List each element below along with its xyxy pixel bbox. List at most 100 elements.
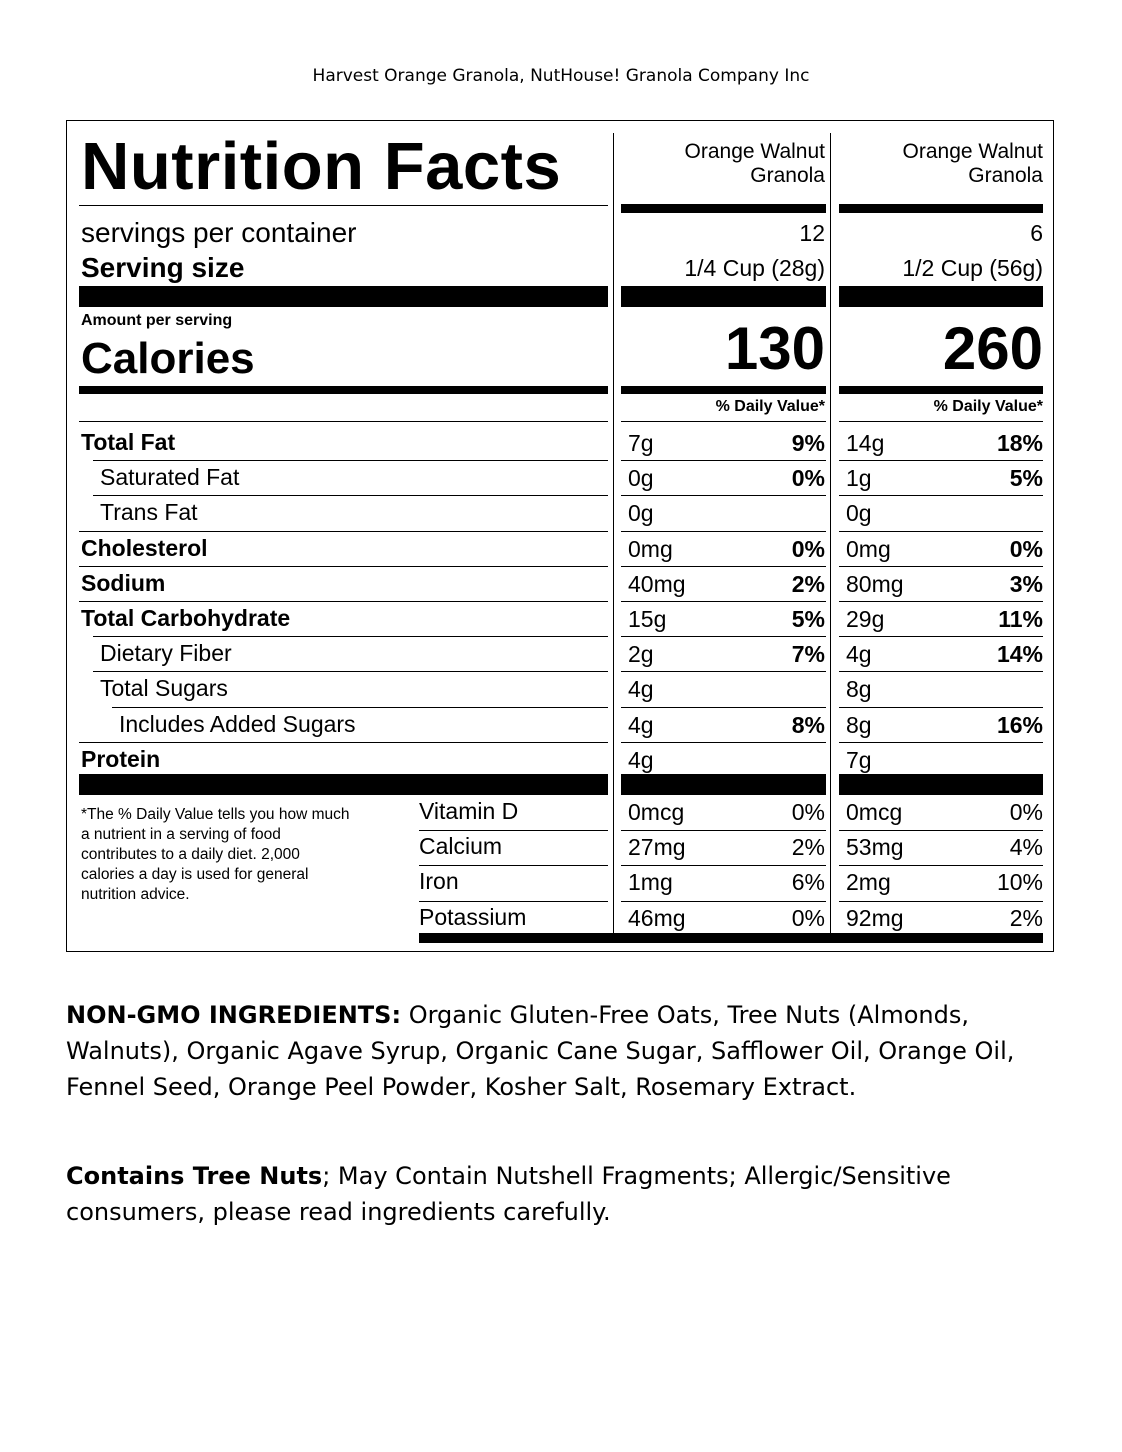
ingredients-text: Organic Gluten-Free Oats, Tree Nuts (Alm… [401,1001,969,1029]
row-divider [79,531,608,532]
column1-daily-value: 0% [791,905,825,931]
row-divider [621,671,826,672]
thick-divider [839,774,1043,795]
column1-daily-value: 0% [791,536,825,562]
row-divider [112,707,608,708]
row-divider [93,495,608,496]
column1-dv-header: % Daily Value* [715,398,825,415]
thick-divider [79,774,608,795]
column2-daily-value: 11% [998,606,1043,632]
divider [79,205,608,206]
row-divider [79,742,608,743]
column2-servings: 6 [1030,220,1043,246]
column2-daily-value: 4% [1009,834,1043,860]
column2-dv-header: % Daily Value* [933,398,1043,415]
column1-daily-value: 7% [791,641,825,667]
row-divider [621,830,826,831]
column1-servings: 12 [799,220,825,246]
row-divider [621,601,826,602]
thick-divider [621,286,826,307]
footnote-line: nutrition advice. [81,886,190,903]
row-divider [621,865,826,866]
ingredients-block: NON-GMO INGREDIENTS: Organic Gluten-Free… [66,997,1026,1105]
column1-daily-value: 9% [791,430,825,456]
nutrient-label: Total Fat [81,429,176,455]
nutrient-label: Saturated Fat [100,464,240,490]
row-divider [839,531,1043,532]
column2-daily-value: 14% [996,641,1043,667]
row-divider [419,865,608,866]
column1-amount: 0g [628,465,654,491]
nutrient-label: Total Carbohydrate [81,605,291,631]
medium-divider [621,386,826,394]
nutrient-label: Sodium [81,570,166,596]
divider [79,421,608,422]
column2-amount: 0mg [846,536,891,562]
row-divider [621,460,826,461]
column1-amount: 27mg [628,834,686,860]
row-divider [839,460,1043,461]
nutrient-label: Total Sugars [100,675,228,701]
column1-daily-value: 2% [791,571,825,597]
column2-daily-value: 2% [1009,905,1043,931]
row-divider [419,901,608,902]
row-divider [621,566,826,567]
column1-amount: 4g [628,712,654,738]
thick-divider [839,204,1043,213]
column2-name-line2: Granola [968,164,1043,187]
row-divider [621,901,826,902]
row-divider [621,495,826,496]
row-divider [839,707,1043,708]
calories-label: Calories [81,334,255,383]
column1-name-line2: Granola [750,164,825,187]
row-divider [419,830,608,831]
column2-calories: 260 [942,315,1043,382]
column1-amount: 0mcg [628,799,685,825]
column2-amount: 8g [846,676,872,702]
footnote-line: *The % Daily Value tells you how much [81,806,350,823]
row-divider [839,742,1043,743]
column1-amount: 4g [628,747,654,773]
column1-daily-value: 6% [791,869,825,895]
vitamin-label: Potassium [419,904,527,930]
column2-amount: 0g [846,500,872,526]
column2-amount: 14g [846,430,885,456]
column1-amount: 7g [628,430,654,456]
nutrient-label: Cholesterol [81,535,208,561]
column1-amount: 0mg [628,536,673,562]
vitamin-label: Calcium [419,833,503,859]
column2-amount: 1g [846,465,872,491]
row-divider [93,460,608,461]
row-divider [621,742,826,743]
footnote-line: contributes to a daily diet. 2,000 [81,846,300,863]
nutrient-label: Protein [81,746,161,772]
column2-daily-value: 16% [996,712,1043,738]
column2-amount: 0mcg [846,799,903,825]
nutrition-facts-panel: Nutrition Facts Orange Walnut Granola Or… [66,120,1054,952]
column1-daily-value: 0% [791,799,825,825]
ingredients-text: Walnuts), Organic Agave Syrup, Organic C… [66,1037,1015,1065]
divider [839,421,1043,422]
medium-divider [79,386,608,394]
thick-divider [839,286,1043,307]
column1-amount: 1mg [628,869,673,895]
footnote-line: calories a day is used for general [81,866,309,883]
nutrient-label: Trans Fat [100,499,198,525]
allergen-text: ; May Contain Nutshell Fragments; Allerg… [322,1162,951,1190]
column2-daily-value: 3% [1009,571,1043,597]
column-separator [613,133,614,933]
nutrient-label: Includes Added Sugars [119,711,356,737]
row-divider [621,707,826,708]
column1-daily-value: 0% [791,465,825,491]
column2-daily-value: 0% [1009,536,1043,562]
row-divider [839,671,1043,672]
column1-calories: 130 [724,315,825,382]
row-divider [79,566,608,567]
vitamin-label: Iron [419,868,459,894]
column1-amount: 4g [628,676,654,702]
column1-amount: 40mg [628,571,686,597]
column2-amount: 53mg [846,834,904,860]
page-header: Harvest Orange Granola, NutHouse! Granol… [312,66,810,86]
column2-amount: 29g [846,606,885,632]
ingredients-label: NON-GMO INGREDIENTS: [66,1001,402,1029]
